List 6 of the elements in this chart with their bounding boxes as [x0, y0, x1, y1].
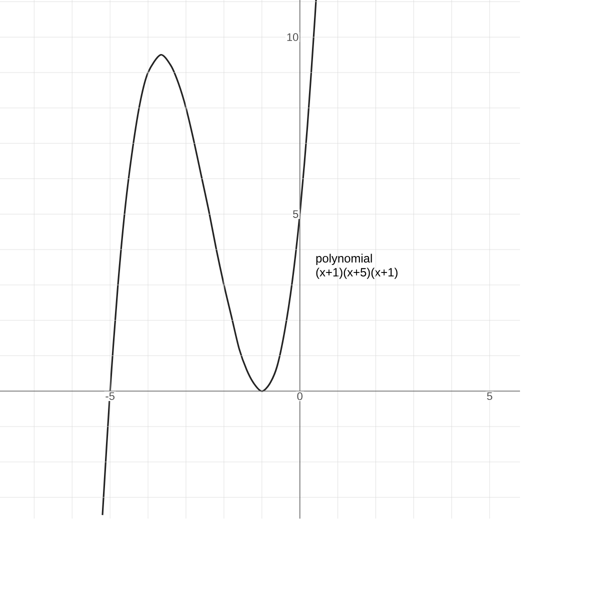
x-tick-label: -5 — [106, 392, 114, 400]
x-tick-label: 0 — [297, 392, 302, 400]
annotation: (x+1)(x+5)(x+1) — [316, 268, 398, 279]
annotation: polynomial — [316, 254, 372, 265]
y-tick-label: 10 — [287, 33, 298, 42]
x-tick-label: 5 — [487, 392, 492, 400]
